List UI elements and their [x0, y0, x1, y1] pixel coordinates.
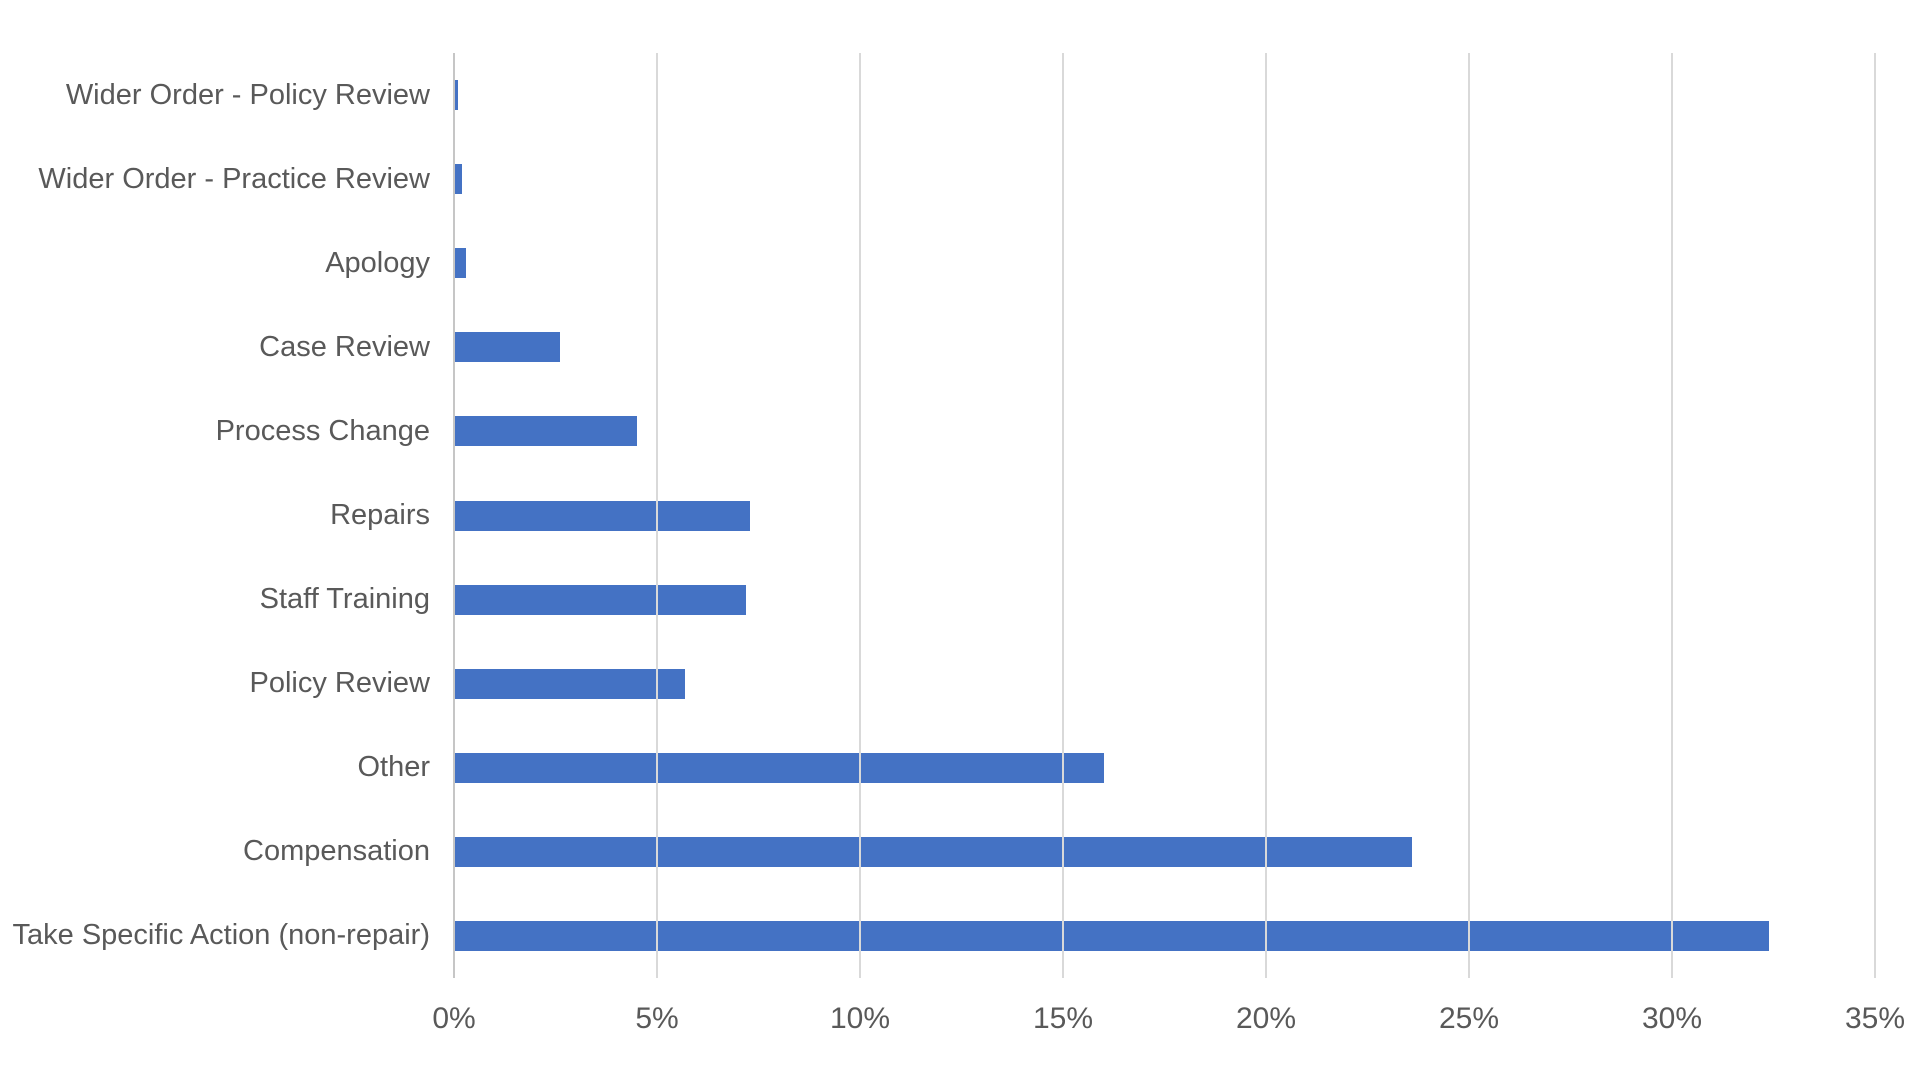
x-tick-label: 0% — [432, 1002, 476, 1035]
gridline — [1671, 53, 1673, 978]
bar-row — [454, 894, 1875, 978]
gridline — [1265, 53, 1267, 978]
bar-row — [454, 726, 1875, 810]
bar — [454, 836, 1413, 867]
bar — [454, 164, 463, 195]
x-tick-label: 30% — [1641, 1002, 1703, 1035]
bar-row — [454, 137, 1875, 221]
x-tick-label: 20% — [1235, 1002, 1297, 1035]
bar-row — [454, 305, 1875, 389]
category-label: Repairs — [330, 499, 430, 532]
gridline — [656, 53, 658, 978]
bar-row — [454, 810, 1875, 894]
x-tick-label: 25% — [1438, 1002, 1500, 1035]
x-axis-ticks: 0% 5% 10% 15% 20% 25% 30% 35% — [432, 998, 1905, 1044]
bar — [454, 920, 1770, 951]
plot-area — [453, 53, 1876, 978]
category-label: Apology — [325, 246, 430, 279]
gridline — [1062, 53, 1064, 978]
x-tick-label: 15% — [1032, 1002, 1094, 1035]
category-label: Other — [357, 751, 430, 784]
x-tick-label: 10% — [829, 1002, 891, 1035]
category-label: Policy Review — [249, 667, 431, 700]
bar — [454, 584, 747, 615]
y-axis-line — [453, 53, 455, 978]
gridline — [1468, 53, 1470, 978]
bars — [454, 53, 1875, 978]
category-label: Wider Order - Practice Review — [38, 162, 430, 195]
category-labels: Wider Order - Policy Review Wider Order -… — [0, 53, 430, 978]
category-label: Take Specific Action (non-repair) — [12, 919, 430, 952]
category-label: Wider Order - Policy Review — [65, 78, 430, 111]
category-label: Staff Training — [259, 583, 430, 616]
bar — [454, 332, 560, 363]
bar-row — [454, 221, 1875, 305]
bar-row — [454, 389, 1875, 473]
x-tick-label: 35% — [1844, 1002, 1906, 1035]
category-label: Process Change — [215, 414, 430, 447]
bar-row — [454, 473, 1875, 557]
bar — [454, 752, 1104, 783]
gridline — [859, 53, 861, 978]
bar — [454, 416, 637, 447]
category-label: Case Review — [259, 330, 430, 363]
bar — [454, 668, 686, 699]
bar-row — [454, 53, 1875, 137]
x-tick-label: 5% — [635, 1002, 679, 1035]
bar — [454, 80, 459, 111]
gridline — [1874, 53, 1876, 978]
bar-row — [454, 642, 1875, 726]
category-label: Compensation — [243, 835, 430, 868]
bar — [454, 248, 467, 279]
bar — [454, 500, 751, 531]
bar-row — [454, 558, 1875, 642]
